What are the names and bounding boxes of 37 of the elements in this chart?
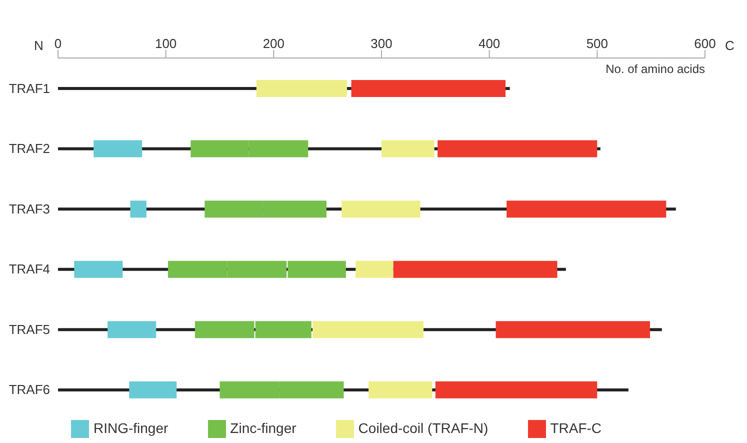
bar (342, 200, 420, 218)
x-tick-label: 600 (694, 36, 716, 51)
x-tick-label: 500 (586, 36, 608, 51)
bar (438, 140, 598, 158)
text: C (725, 38, 734, 53)
legend-label: TRAF-C (550, 420, 602, 436)
text: N (34, 38, 44, 53)
x-axis-title: No. of amino acids (606, 62, 705, 76)
bar (368, 381, 432, 398)
bar (393, 260, 558, 278)
bar (256, 80, 347, 97)
bar (496, 321, 650, 338)
y-tick-label: TRAF4 (8, 262, 50, 277)
bar (351, 80, 506, 97)
bar (94, 140, 142, 158)
bar (382, 140, 434, 158)
bar (506, 200, 666, 218)
legend-label: Zinc-finger (230, 420, 296, 436)
y-tick-label: TRAF6 (8, 382, 50, 398)
y-tick-label: TRAF5 (8, 322, 50, 337)
bar (108, 321, 156, 338)
y-tick-label: TRAF3 (8, 201, 50, 216)
bar (356, 260, 394, 278)
bar (435, 381, 598, 398)
y-tick-label: TRAF1 (8, 80, 50, 96)
bar (129, 381, 177, 398)
bar (312, 321, 424, 338)
x-tick-label: 400 (478, 36, 500, 51)
legend-label: Coiled-coil (TRAF-N) (358, 420, 488, 436)
x-tick-label: 200 (262, 36, 285, 51)
bar (74, 260, 123, 278)
x-tick-label: 0 (54, 36, 62, 51)
y-tick-label: TRAF2 (8, 141, 50, 156)
bar (130, 200, 146, 218)
x-tick-label: 100 (154, 36, 177, 51)
legend-label: RING-finger (93, 420, 168, 436)
x-tick-label: 300 (370, 36, 392, 51)
